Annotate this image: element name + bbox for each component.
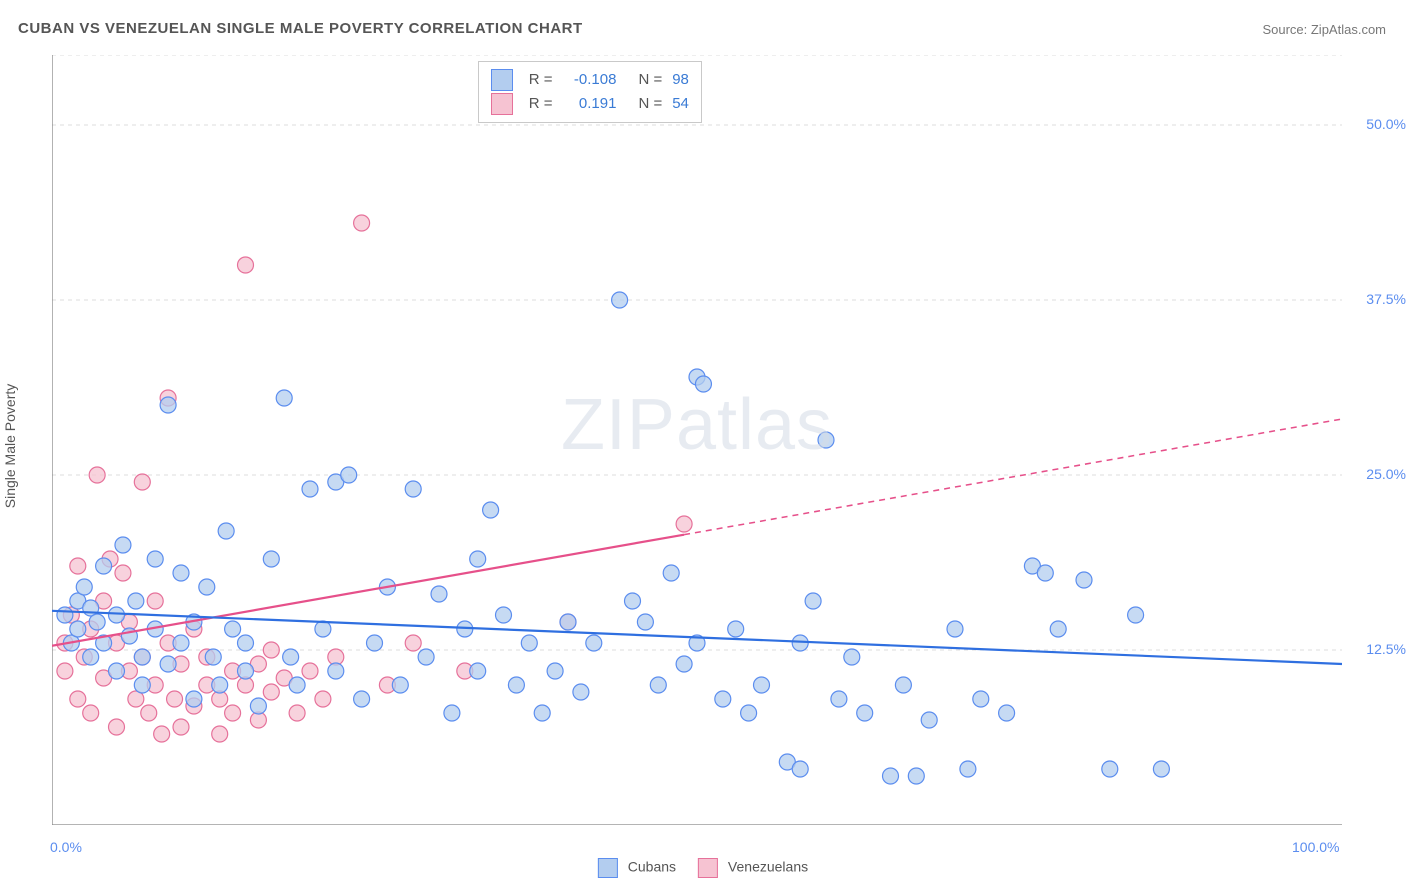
y-axis-label: Single Male Poverty — [2, 384, 18, 509]
correlation-stats-box: R = -0.108 N = 98 R = 0.191 N = 54 — [478, 61, 702, 123]
stats-row-cubans: R = -0.108 N = 98 — [491, 68, 689, 92]
n-label: N = — [638, 92, 662, 116]
x-origin-label: 0.0% — [50, 839, 82, 855]
chart-title: CUBAN VS VENEZUELAN SINGLE MALE POVERTY … — [18, 20, 583, 37]
legend-item-cubans: Cubans — [598, 858, 676, 878]
r-label: R = — [529, 92, 553, 116]
swatch-cubans-icon — [598, 858, 618, 878]
n-label: N = — [638, 68, 662, 92]
bottom-legend: Cubans Venezuelans — [598, 858, 808, 878]
scatter-chart — [52, 55, 1342, 825]
swatch-cubans-icon — [491, 69, 513, 91]
legend-label-venezuelans: Venezuelans — [728, 859, 808, 875]
stats-row-venezuelans: R = 0.191 N = 54 — [491, 92, 689, 116]
y-tick-label: 37.5% — [1346, 291, 1406, 307]
y-tick-label: 12.5% — [1346, 641, 1406, 657]
swatch-venezuelans-icon — [698, 858, 718, 878]
y-tick-label: 25.0% — [1346, 466, 1406, 482]
chart-area: ZIPatlas — [52, 55, 1342, 825]
swatch-venezuelans-icon — [491, 93, 513, 115]
n-value-venezuelans: 54 — [672, 92, 689, 116]
r-value-venezuelans: 0.191 — [562, 92, 616, 116]
source-attribution: Source: ZipAtlas.com — [1262, 22, 1386, 37]
r-label: R = — [529, 68, 553, 92]
y-tick-label: 50.0% — [1346, 116, 1406, 132]
x-max-label: 100.0% — [1292, 839, 1339, 855]
n-value-cubans: 98 — [672, 68, 689, 92]
legend-label-cubans: Cubans — [628, 859, 676, 875]
r-value-cubans: -0.108 — [562, 68, 616, 92]
legend-item-venezuelans: Venezuelans — [698, 858, 808, 878]
